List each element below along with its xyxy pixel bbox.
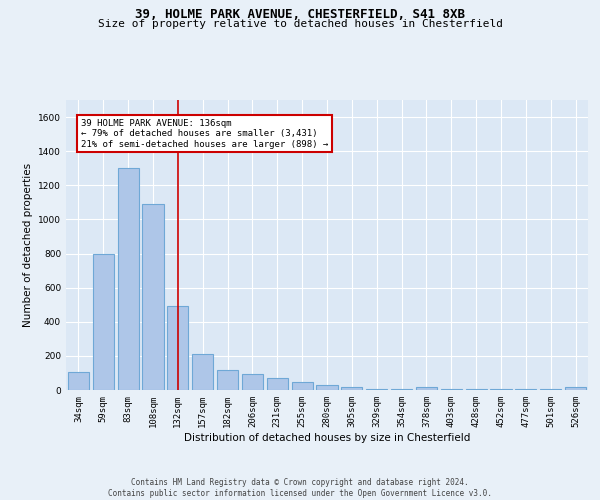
Bar: [540, 389, 561, 390]
Bar: [192, 354, 213, 390]
Text: Contains HM Land Registry data © Crown copyright and database right 2024.
Contai: Contains HM Land Registry data © Crown c…: [108, 478, 492, 498]
Bar: [68, 372, 89, 390]
Bar: [515, 389, 536, 390]
Bar: [118, 168, 139, 390]
Bar: [167, 306, 188, 390]
Bar: [93, 254, 114, 390]
Text: Size of property relative to detached houses in Chesterfield: Size of property relative to detached ho…: [97, 19, 503, 29]
Bar: [565, 387, 586, 390]
Text: 39 HOLME PARK AVENUE: 136sqm
← 79% of detached houses are smaller (3,431)
21% of: 39 HOLME PARK AVENUE: 136sqm ← 79% of de…: [81, 119, 328, 148]
Bar: [242, 374, 263, 390]
X-axis label: Distribution of detached houses by size in Chesterfield: Distribution of detached houses by size …: [184, 432, 470, 442]
Bar: [142, 204, 164, 390]
Y-axis label: Number of detached properties: Number of detached properties: [23, 163, 32, 327]
Bar: [366, 389, 387, 390]
Bar: [391, 389, 412, 390]
Bar: [316, 385, 338, 390]
Bar: [292, 382, 313, 390]
Bar: [490, 389, 512, 390]
Bar: [416, 387, 437, 390]
Bar: [341, 387, 362, 390]
Bar: [217, 370, 238, 390]
Bar: [267, 378, 288, 390]
Text: 39, HOLME PARK AVENUE, CHESTERFIELD, S41 8XB: 39, HOLME PARK AVENUE, CHESTERFIELD, S41…: [135, 8, 465, 20]
Bar: [466, 389, 487, 390]
Bar: [441, 389, 462, 390]
